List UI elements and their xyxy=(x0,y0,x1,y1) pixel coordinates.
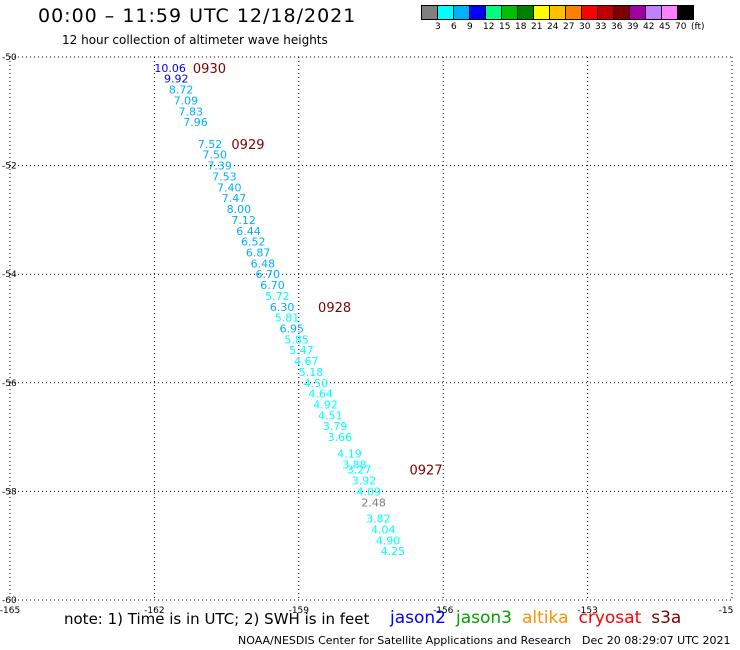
color-scale-label: 30 xyxy=(579,22,591,32)
wave-height-label: 3.88 xyxy=(342,458,367,471)
color-scale-label: 45 xyxy=(659,22,671,32)
wave-height-label: 3.66 xyxy=(328,431,353,444)
wave-height-label: 9.92 xyxy=(164,73,189,86)
color-scale-label: 18 xyxy=(515,22,527,32)
wave-height-label: 5.85 xyxy=(284,333,309,346)
wave-height-label: 3.79 xyxy=(323,420,348,433)
wave-height-label: 3.92 xyxy=(352,475,377,488)
pass-time-label: 0929 xyxy=(231,138,264,153)
x-tick-label: -165 xyxy=(0,606,20,616)
wave-height-label: 7.83 xyxy=(178,105,203,118)
color-scale-label: 70 xyxy=(675,22,687,32)
satellite-legend: jason2 jason3 altika cryosat s3a xyxy=(390,608,691,628)
wave-height-label: 8.00 xyxy=(227,203,252,216)
color-scale-label: 27 xyxy=(563,22,575,32)
pass-time-label: 0928 xyxy=(318,301,351,316)
y-tick-label: -52 xyxy=(2,162,17,172)
color-scale-label: 12 xyxy=(483,22,495,32)
color-scale-label: 21 xyxy=(531,22,543,32)
wave-height-label: 6.95 xyxy=(280,323,305,336)
wave-height-label: 5.72 xyxy=(265,290,290,303)
pass-time-label: 0927 xyxy=(410,464,443,479)
wave-height-label: 6.48 xyxy=(251,257,276,270)
satellite-s3a: s3a xyxy=(651,608,682,628)
wave-height-label: 7.50 xyxy=(203,149,228,162)
footer-note: note: 1) Time is in UTC; 2) SWH is in fe… xyxy=(64,610,370,628)
y-tick-label: -54 xyxy=(2,270,17,280)
wave-height-label: 4.19 xyxy=(337,447,362,460)
wave-height-label: 5.18 xyxy=(299,366,324,379)
x-tick-label: -15 xyxy=(719,606,734,616)
wave-height-label: 7.96 xyxy=(183,116,208,129)
wave-height-label: 4.90 xyxy=(376,534,401,547)
axis-tick-labels: -165 -162 -159 -156 -153 -15 -50 -52 -54 -56 -58 -6… xyxy=(0,53,733,616)
wave-height-label: 6.44 xyxy=(236,225,261,238)
wave-height-label: 7.52 xyxy=(198,138,223,151)
wave-height-label: 7.53 xyxy=(212,170,237,183)
x-tick-label: -162 xyxy=(144,606,164,616)
y-tick-label: -58 xyxy=(2,487,17,497)
color-scale-label: 3 xyxy=(435,22,441,32)
color-scale-label: (ft) xyxy=(691,22,705,32)
wave-height-label: 4.51 xyxy=(318,409,343,422)
time-labels: 0930 0929 0928 0927 xyxy=(193,62,443,479)
color-swatch xyxy=(677,5,694,20)
wave-height-label: 7.09 xyxy=(174,94,199,107)
wave-height-label: 6.70 xyxy=(260,279,285,292)
wave-height-label: 7.12 xyxy=(231,214,256,227)
wave-height-label: 7.40 xyxy=(217,181,242,194)
wave-height-label: 6.52 xyxy=(241,236,265,249)
color-scale-label: 24 xyxy=(547,22,559,32)
satellite-jason2: jason2 xyxy=(390,608,446,628)
wave-height-label: 3.27 xyxy=(347,464,372,477)
wave-height-label: 4.09 xyxy=(357,485,382,498)
wave-height-label: 10.06 xyxy=(154,62,186,75)
pass-time-label: 0930 xyxy=(193,62,226,77)
satellite-jason3: jason3 xyxy=(456,608,512,628)
wave-height-label: 4.04 xyxy=(371,523,396,536)
color-scale-label: 15 xyxy=(499,22,511,32)
wave-height-label: 7.39 xyxy=(207,160,232,173)
color-scale-label: 39 xyxy=(627,22,639,32)
wave-height-label: 4.50 xyxy=(304,377,329,390)
color-scale-bar xyxy=(421,5,694,20)
wave-height-label: 7.47 xyxy=(222,192,247,205)
wave-height-label: 4.92 xyxy=(313,399,338,412)
wave-height-label: 8.72 xyxy=(169,84,194,97)
color-scale-label: 33 xyxy=(595,22,607,32)
y-tick-label: -56 xyxy=(2,379,17,389)
map-subtitle: 12 hour collection of altimeter wave hei… xyxy=(62,33,328,47)
wave-height-label: 6.87 xyxy=(246,246,271,259)
y-tick-label: -50 xyxy=(2,53,17,63)
color-scale-label: 6 xyxy=(451,22,457,32)
satellite-cryosat: cryosat xyxy=(578,608,642,628)
wave-height-points: 10.069.928.727.097.837.96 7.527.507.397.5… xyxy=(154,62,405,558)
wave-height-label: 2.48 xyxy=(361,496,386,509)
credit-text: NOAA/NESDIS Center for Satellite Applica… xyxy=(238,634,572,647)
satellite-altika: altika xyxy=(522,608,569,628)
color-scale-label: 36 xyxy=(611,22,623,32)
wave-height-label: 5.47 xyxy=(289,344,314,357)
map-grid xyxy=(9,56,733,601)
x-tick-label: -156 xyxy=(433,606,454,616)
generated-timestamp: Dec 20 08:29:07 UTC 2021 xyxy=(582,634,731,647)
wave-height-label: 3.82 xyxy=(366,513,391,526)
color-scale-labels: 3 6 9 12 15 18 21 24 27 30 33 36 39 42 45 70 (ft) xyxy=(421,22,740,34)
wave-height-label: 6.30 xyxy=(270,301,295,314)
color-scale-label: 9 xyxy=(467,22,473,32)
wave-height-label: 4.67 xyxy=(294,355,319,368)
map-title: 00:00 – 11:59 UTC 12/18/2021 xyxy=(38,5,357,27)
y-tick-label: -60 xyxy=(2,596,17,606)
wave-height-label: 4.25 xyxy=(381,545,406,558)
x-tick-label: -159 xyxy=(289,606,310,616)
color-scale-label: 42 xyxy=(643,22,655,32)
wave-height-label: 6.70 xyxy=(255,268,279,281)
wave-height-label: 5.81 xyxy=(275,312,300,325)
wave-height-label: 4.64 xyxy=(308,388,333,401)
x-tick-label: -153 xyxy=(577,606,597,616)
